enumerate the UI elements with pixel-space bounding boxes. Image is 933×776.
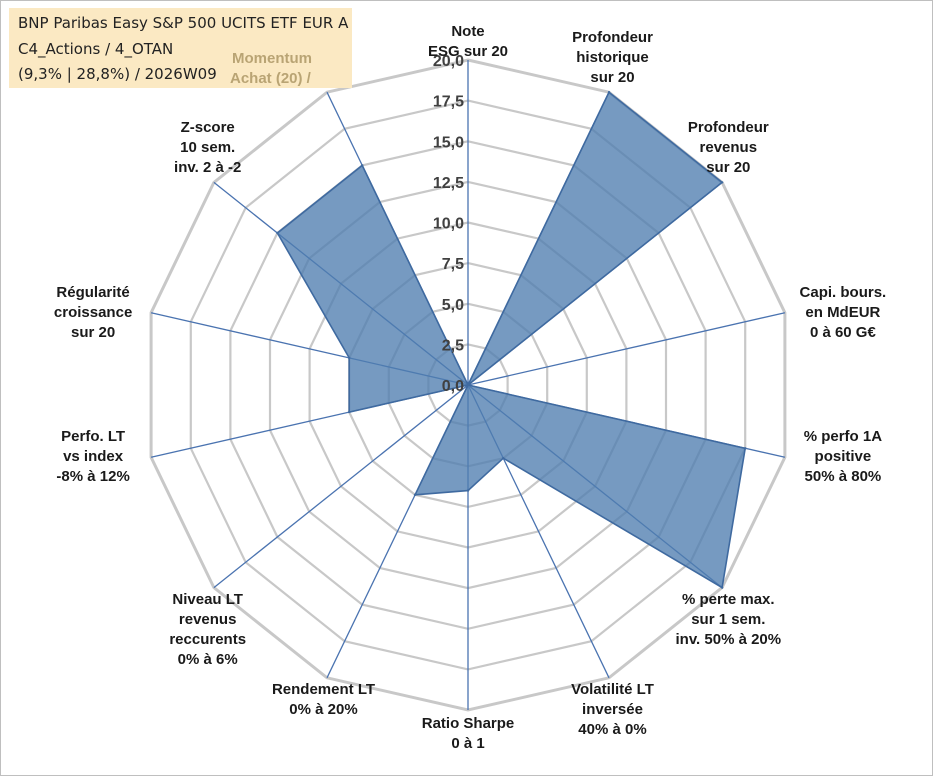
series-point [720,181,724,184]
axis-label-line: % perte max. [682,590,775,608]
axis-label-line: -8% à 12% [56,468,130,486]
tick-label: 0,0 [442,378,464,395]
axis-label-line: 40% à 0% [578,720,647,738]
fund-info-box: BNP Paribas Easy S&P 500 UCITS ETF EUR A… [9,8,352,88]
series-point [720,586,724,589]
axis-label-line: Régularité [56,283,130,301]
tick-label: 20,0 [433,53,464,70]
axis-label: Ratio Sharpe 0 à 1 [422,714,515,754]
axis-label-line: sur 20 [70,323,116,341]
axis-label-line: Rendement LT [271,680,376,698]
tick-label: 12,5 [433,175,464,192]
radial-tick-labels: 0,0 2,5 5,0 7,5 10,0 12,5 15,0 17,5 20,0 [433,53,464,395]
axis-label-line: positive [814,448,872,466]
axis-label: % perte max. sur 1 sem. inv. 50% à 20% [675,590,781,650]
axis-label-line: sur 20 [706,159,751,177]
series-area [276,90,747,589]
axis-label: Note ESG sur 20 [428,22,508,62]
axis-label: Perfo. LT vs index -8% à 12% [56,427,129,487]
axis-label-line: inv. 2 à -2 [174,159,242,177]
axis-label-line: Ratio Sharpe [421,715,515,732]
series-point [744,447,747,450]
fund-category: C4_Actions / 4_OTAN [18,40,174,58]
axis-label: Rendement LT 0% à 20% [272,680,375,720]
axis-label-line: revenus [178,610,237,628]
series-point [502,457,505,460]
axis-label-line: inv. 50% à 20% [675,630,782,648]
axis-spoke [213,384,469,589]
series-point [466,383,470,387]
tick-label: 10,0 [433,216,464,233]
tick-label: 7,5 [442,256,464,273]
fund-name: BNP Paribas Easy S&P 500 UCITS ETF EUR A [18,14,349,32]
axis-label: Volatilité LT inversée 40% à 0% [571,680,654,740]
axis-label-line: en MdEUR [805,303,881,321]
series-layer [276,90,747,589]
series-point [361,164,364,167]
axis-label-line: reccurents [169,630,247,648]
axis-label-line: 0 à 1 [451,735,485,752]
series-point [466,489,470,492]
axis-label-line: Profondeur [687,119,769,137]
axis-label-line: Perfo. LT [61,428,126,446]
axis-label-line: Niveau LT [172,590,243,608]
axis-label: % perfo 1A positive 50% à 80% [804,427,882,487]
axis-label-momentum-line1: Momentum [232,50,312,67]
axis-label: Profondeur historique sur 20 [572,28,653,88]
axis-label-line: sur 20 [590,69,635,87]
axis-label: Niveau LT revenus reccurents 0% à 6% [169,590,246,670]
tick-label: 15,0 [433,134,464,151]
axis-label-line: Z-score [180,119,235,137]
fund-performance-week: (9,3% | 28,8%) / 2026W09 [18,65,217,83]
series-point [348,356,351,360]
axis-label-line: 10 sem. [180,139,236,157]
axis-label-line: inversée [582,700,643,718]
axis-label-line: % perfo 1A [803,428,883,446]
series-point [607,91,611,94]
series-point [276,231,279,235]
axis-spoke [467,312,786,386]
series-point [348,410,351,414]
axis-label-line: Volatilité LT [571,680,654,698]
axis-label-line: ESG sur 20 [427,43,509,60]
axis-label-momentum-line2: Achat (20) / [230,70,311,87]
axis-label-line: 0 à 60 G€ [809,323,876,341]
axis-label-line: vs index [63,448,124,466]
axis-label-line: 50% à 80% [804,468,882,486]
axis-label: Profondeur revenus sur 20 [688,118,769,178]
tick-label: 17,5 [433,94,464,111]
axis-label-line: sur 1 sem. [691,610,766,628]
axis-label-line: Profondeur [572,29,653,47]
series-point [413,493,417,496]
axis-label-line: Capi. bours. [799,283,887,301]
axis-label-line: 0% à 6% [177,650,238,668]
axis-label: Z-score 10 sem. inv. 2 à -2 [174,118,241,178]
axis-label-line: Note [451,23,485,40]
tick-label: 5,0 [442,297,464,314]
axis-label-line: revenus [699,139,758,157]
axis-label-line: 0% à 20% [289,700,358,718]
axis-label-line: croissance [53,303,133,321]
axis-label: Capi. bours. en MdEUR 0 à 60 G€ [800,283,887,343]
tick-label: 2,5 [442,337,464,354]
axis-label: Régularité croissance sur 20 [54,283,132,343]
axis-label-line: historique [576,49,649,67]
